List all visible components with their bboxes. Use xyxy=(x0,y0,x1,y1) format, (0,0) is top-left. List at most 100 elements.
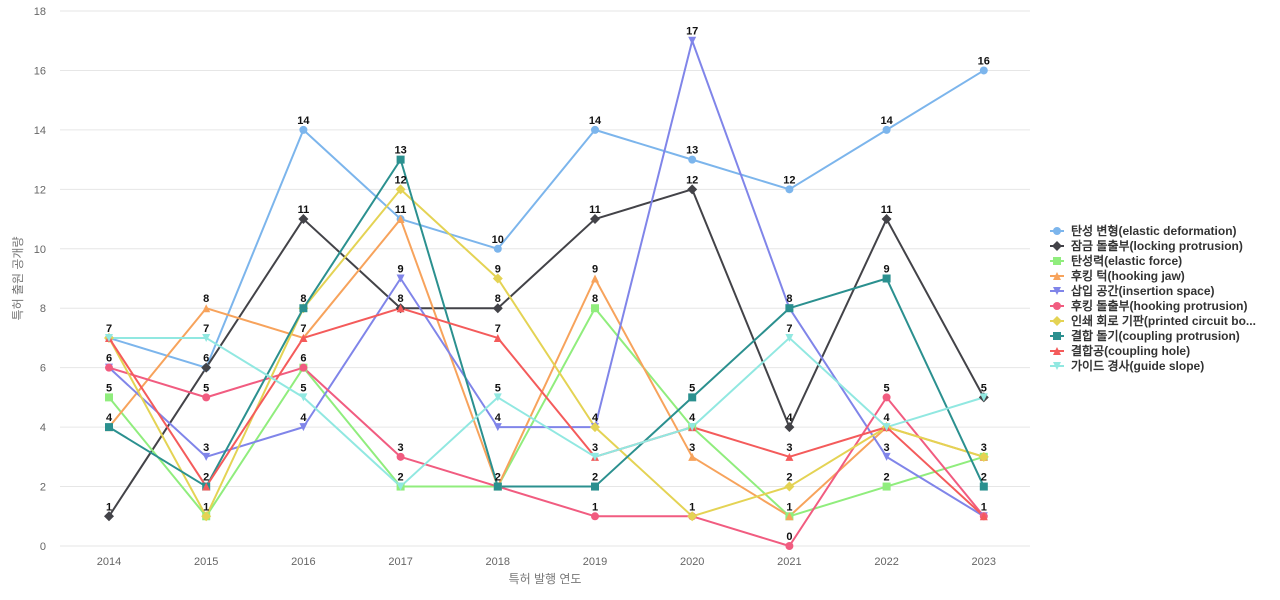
legend-item[interactable]: 후킹 돌출부(hooking protrusion) xyxy=(1050,298,1248,313)
data-point[interactable] xyxy=(298,214,309,225)
data-point[interactable] xyxy=(785,333,794,342)
data-point[interactable] xyxy=(688,393,697,402)
data-point[interactable] xyxy=(688,452,697,461)
data-point[interactable] xyxy=(785,185,794,194)
data-point[interactable] xyxy=(202,393,211,402)
data-label: 0 xyxy=(786,531,792,543)
data-label: 5 xyxy=(203,382,209,394)
data-point[interactable] xyxy=(396,482,405,491)
data-label: 9 xyxy=(398,264,404,276)
data-point[interactable] xyxy=(299,363,308,372)
legend-item[interactable]: 결합 돌기(coupling protrusion) xyxy=(1050,328,1240,343)
legend-marker[interactable] xyxy=(1053,287,1061,295)
legend-item[interactable]: 가이드 경사(guide slope) xyxy=(1050,358,1204,373)
data-point[interactable] xyxy=(591,125,599,134)
data-point[interactable] xyxy=(687,511,698,522)
data-point[interactable] xyxy=(493,482,502,491)
data-point[interactable] xyxy=(784,422,795,433)
data-point[interactable] xyxy=(591,482,599,491)
legend-item[interactable]: 탄성 변형(elastic deformation) xyxy=(1050,223,1237,238)
legend-marker[interactable] xyxy=(1052,241,1062,251)
data-point[interactable] xyxy=(591,304,599,313)
data-point[interactable] xyxy=(104,511,114,522)
data-point[interactable] xyxy=(105,393,113,402)
data-point[interactable] xyxy=(201,511,212,522)
data-point[interactable] xyxy=(492,273,503,284)
data-point[interactable] xyxy=(105,363,113,372)
data-point[interactable] xyxy=(979,393,988,402)
data-label: 11 xyxy=(881,204,893,216)
data-point[interactable] xyxy=(784,481,795,492)
data-point[interactable] xyxy=(785,542,794,550)
data-point[interactable] xyxy=(299,423,308,432)
legend-label: 가이드 경사(guide slope) xyxy=(1071,358,1204,373)
legend-item[interactable]: 인쇄 회로 기판(printed circuit bo... xyxy=(1050,313,1256,328)
legend-marker[interactable] xyxy=(1053,272,1061,280)
legend-item[interactable]: 결합공(coupling hole) xyxy=(1050,343,1190,358)
legend-marker[interactable] xyxy=(1053,302,1061,310)
data-point[interactable] xyxy=(979,482,988,491)
data-point[interactable] xyxy=(591,512,599,521)
data-label: 2 xyxy=(786,472,792,484)
data-point[interactable] xyxy=(396,155,405,164)
data-point[interactable] xyxy=(882,125,891,134)
data-point[interactable] xyxy=(493,393,502,402)
data-point[interactable] xyxy=(396,215,405,224)
data-point[interactable] xyxy=(881,214,892,225)
data-point[interactable] xyxy=(493,423,502,432)
data-point[interactable] xyxy=(396,452,405,461)
data-point[interactable] xyxy=(882,482,891,491)
legend-item[interactable]: 잠금 돌출부(locking protrusion) xyxy=(1050,238,1243,253)
legend-marker[interactable] xyxy=(1053,362,1061,370)
data-point[interactable] xyxy=(591,274,599,283)
data-point[interactable] xyxy=(299,304,308,313)
data-point[interactable] xyxy=(785,512,794,521)
data-point[interactable] xyxy=(201,362,212,373)
data-point[interactable] xyxy=(396,274,405,283)
legend-marker[interactable] xyxy=(1053,257,1061,265)
data-point[interactable] xyxy=(395,184,406,195)
data-label: 14 xyxy=(297,115,310,127)
y-axis-ticks: 0 2 4 6 8 10 12 14 16 18 xyxy=(34,6,46,553)
data-point[interactable] xyxy=(202,482,211,491)
data-point[interactable] xyxy=(299,125,308,134)
legend-item[interactable]: 탄성력(elastic force) xyxy=(1050,253,1182,268)
data-point[interactable] xyxy=(492,303,503,314)
data-label: 1 xyxy=(106,501,112,513)
legend-marker[interactable] xyxy=(1053,347,1061,355)
data-point[interactable] xyxy=(299,333,308,342)
data-point[interactable] xyxy=(105,423,113,432)
data-point[interactable] xyxy=(105,333,113,342)
data-point[interactable] xyxy=(785,452,794,461)
data-point[interactable] xyxy=(979,66,988,75)
data-point[interactable] xyxy=(785,304,794,313)
data-point[interactable] xyxy=(493,333,502,342)
legend-item[interactable]: 삽입 공간(insertion space) xyxy=(1050,283,1215,298)
data-point[interactable] xyxy=(396,304,405,313)
data-point[interactable] xyxy=(202,333,211,342)
data-point[interactable] xyxy=(882,274,891,283)
legend-marker[interactable] xyxy=(1052,316,1062,326)
legend-marker[interactable] xyxy=(1053,332,1061,340)
data-point[interactable] xyxy=(590,214,600,225)
data-point[interactable] xyxy=(688,36,697,45)
legend-marker[interactable] xyxy=(1053,227,1061,235)
x-tick-label: 2021 xyxy=(777,556,801,568)
data-point[interactable] xyxy=(688,423,697,432)
data-point[interactable] xyxy=(882,423,891,432)
data-point[interactable] xyxy=(202,452,211,461)
data-point[interactable] xyxy=(591,452,599,461)
data-point[interactable] xyxy=(202,304,211,313)
data-point[interactable] xyxy=(882,452,891,461)
data-point[interactable] xyxy=(882,393,891,402)
data-point[interactable] xyxy=(590,422,600,433)
data-point[interactable] xyxy=(979,512,988,521)
data-point[interactable] xyxy=(299,393,308,402)
data-point[interactable] xyxy=(978,451,989,462)
data-label: 3 xyxy=(398,442,404,454)
data-point[interactable] xyxy=(688,155,697,164)
legend-item[interactable]: 후킹 턱(hooking jaw) xyxy=(1050,268,1185,283)
data-point[interactable] xyxy=(687,184,698,195)
data-point[interactable] xyxy=(493,244,502,253)
data-label: 7 xyxy=(786,323,792,335)
